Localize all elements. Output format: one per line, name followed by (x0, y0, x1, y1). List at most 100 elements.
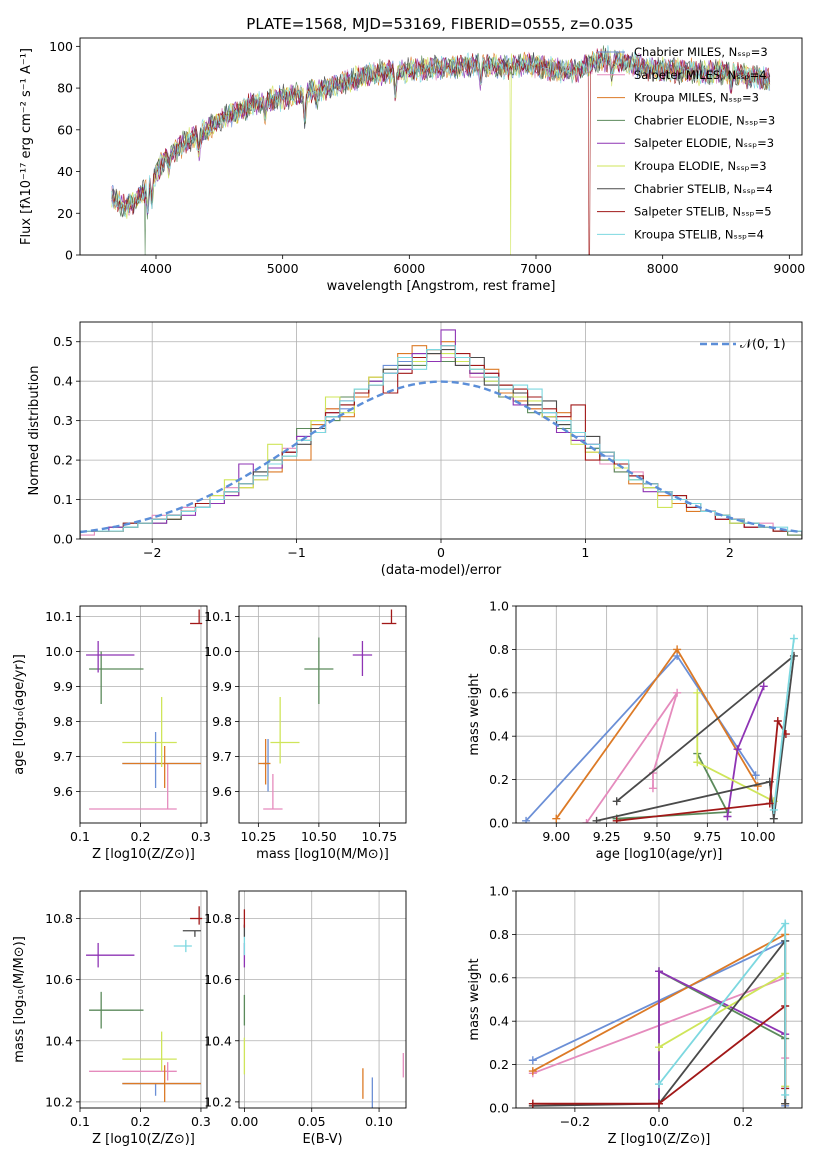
weight-marker (733, 745, 742, 754)
spectrum-frame (79, 37, 803, 256)
y-tick-label: 10.6 (204, 972, 232, 987)
weight-marker (592, 816, 601, 823)
y-tick-label: 80 (57, 81, 73, 96)
weight-marker (528, 1056, 537, 1065)
x-tick-label: 7000 (520, 261, 552, 276)
y-tick-label: 9.6 (53, 784, 73, 799)
y-tick-label: 0.6 (489, 685, 509, 700)
y-tick-label: 0.2 (489, 772, 509, 787)
legend-entry: Salpeter MILES, Nₛₛₚ=4 (634, 68, 767, 82)
y-tick-label: 10.2 (204, 1094, 232, 1109)
weight-line-kroupa-elodie (658, 971, 787, 1087)
errorbar-point-kroupa-stelib (174, 592, 192, 599)
weight-marker (769, 814, 778, 823)
y-axis-label: mass weight (467, 673, 482, 755)
x-tick-label: 9.75 (693, 829, 721, 844)
residuals-panel (76, 321, 803, 543)
errorbar-point-chabrier-elodie (304, 637, 334, 704)
weight-marker (648, 784, 657, 793)
y-tick-label: 9.8 (212, 714, 232, 729)
weight-marker (582, 819, 591, 823)
y-tick-label: 0.8 (489, 927, 509, 942)
weight-marker (781, 919, 790, 928)
x-tick-label: 10.75 (361, 829, 397, 844)
spectrum-panel (76, 37, 803, 259)
y-axis-label: Normed distribution (27, 366, 42, 496)
y-tick-label: 0.6 (489, 970, 509, 985)
x-tick-label: 0.00 (230, 1114, 258, 1129)
y-tick-label: 0.8 (489, 642, 509, 657)
mass-vs-Z-frame (79, 890, 208, 1109)
mass-vs-Z-plot-area (80, 891, 207, 1108)
errorbar-point-chabrier-stelib (183, 599, 201, 606)
weight-marker (723, 812, 732, 821)
y-tick-label: 0.2 (489, 1057, 509, 1072)
weight-line-kroupa-stelib (772, 638, 795, 811)
x-tick-label: 5000 (267, 261, 299, 276)
errorbar-point-chabrier-elodie (89, 991, 144, 1029)
x-tick-label: 1 (581, 545, 589, 560)
y-tick-label: 0.4 (489, 1014, 509, 1029)
weight-vs-age-panel (512, 605, 803, 827)
errorbar-point-salpeter-miles (263, 774, 283, 810)
x-tick-label: 0.05 (298, 1114, 326, 1129)
x-axis-label: Z [log10(Z/Z⊙)] (92, 1132, 195, 1147)
y-tick-label: 0.4 (489, 729, 509, 744)
errorbar-point-salpeter-miles (89, 1062, 177, 1081)
histogram-kroupa-stelib (80, 345, 802, 539)
x-tick-label: 0.3 (191, 829, 211, 844)
age-vs-mass-panel (235, 599, 407, 827)
y-tick-label: 10.1 (204, 609, 232, 624)
weight-marker (759, 682, 768, 691)
weight-marker (753, 782, 762, 791)
y-tick-label: 10.6 (45, 972, 73, 987)
x-axis-label: Z [log10(Z/Z⊙)] (92, 847, 195, 862)
legend-entry: Chabrier MILES, Nₛₛₚ=3 (634, 45, 768, 59)
x-tick-label: 9.25 (593, 829, 621, 844)
y-tick-label: 0.0 (489, 1101, 509, 1116)
weight-marker (773, 717, 782, 726)
x-axis-label: (data-model)/error (381, 563, 502, 578)
weight-marker (751, 771, 760, 780)
weight-marker (655, 1099, 663, 1108)
x-axis-label: E(B-V) (302, 1132, 342, 1147)
x-tick-label: 0.3 (191, 1114, 211, 1129)
residuals-plot-area (80, 322, 802, 539)
y-tick-label: 0.4 (53, 374, 73, 389)
y-tick-label: 100 (49, 39, 73, 54)
x-tick-label: 0.2 (131, 829, 151, 844)
x-tick-label: 9000 (773, 261, 805, 276)
legend-entry: Kroupa STELIB, Nₛₛₚ=4 (634, 227, 764, 241)
weight-marker (655, 1080, 663, 1089)
x-axis-label: age [log10(age/yr)] (596, 847, 723, 862)
y-tick-label: 60 (57, 122, 73, 137)
x-tick-label: 0.1 (70, 1114, 90, 1129)
mass-vs-ebv-panel (235, 890, 407, 1112)
residuals-frame (79, 321, 803, 540)
y-tick-label: 10.0 (45, 644, 73, 659)
y-tick-label: 9.9 (53, 679, 73, 694)
errorbar-point-kroupa-elodie (122, 697, 177, 767)
y-tick-label: 0.0 (53, 532, 73, 547)
y-tick-label: 0.3 (53, 413, 73, 428)
y-axis-label: mass weight (467, 958, 482, 1040)
errorbar-point-salpeter-stelib (381, 609, 397, 625)
weight-marker (612, 816, 621, 823)
x-tick-label: 9.00 (542, 829, 570, 844)
errorbar-point-salpeter-miles (89, 763, 177, 810)
errorbar-point-kroupa-elodie (270, 697, 300, 764)
x-tick-label: 0.0 (649, 1114, 669, 1129)
errorbar-point-chabrier-stelib (372, 599, 382, 606)
y-tick-label: 40 (57, 164, 73, 179)
weight-vs-Z-panel (512, 890, 803, 1112)
spectrum-line-kroupa-stelib (111, 45, 771, 218)
y-axis-label: age [log₁₀(age/yr)] (12, 654, 27, 775)
y-tick-label: 9.7 (53, 749, 73, 764)
mass-vs-ebv-plot-area (239, 891, 406, 1108)
weight-vs-Z-plot-area (516, 891, 802, 1108)
y-tick-label: 10.1 (45, 609, 73, 624)
y-axis-label: mass [log₁₀(M/M⊙)] (12, 936, 27, 1063)
y-axis-label: Flux [fλ10⁻¹⁷ erg cm⁻² s⁻¹ A⁻¹] (19, 48, 34, 245)
y-tick-label: 9.8 (53, 714, 73, 729)
